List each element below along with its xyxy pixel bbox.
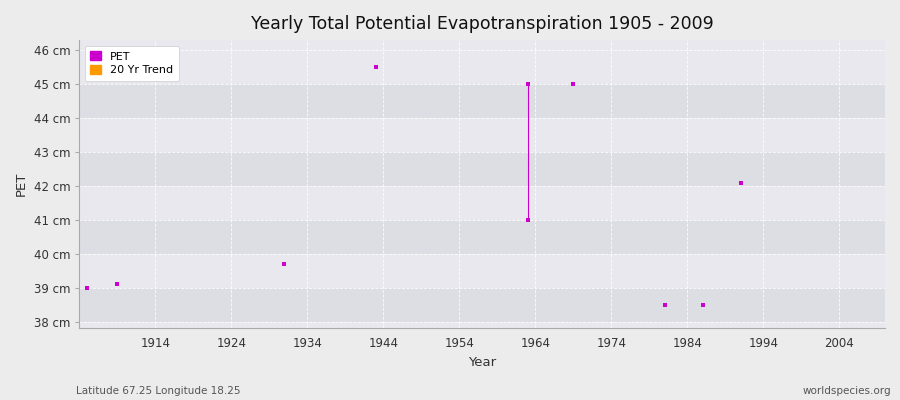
Point	[520, 217, 535, 223]
Text: Latitude 67.25 Longitude 18.25: Latitude 67.25 Longitude 18.25	[76, 386, 241, 396]
Title: Yearly Total Potential Evapotranspiration 1905 - 2009: Yearly Total Potential Evapotranspiratio…	[251, 15, 714, 33]
Bar	[79, 84, 885, 118]
Point	[520, 81, 535, 88]
Point	[657, 302, 671, 308]
Bar	[79, 152, 885, 186]
Point	[696, 302, 710, 308]
Bar	[79, 118, 885, 152]
Point	[566, 81, 580, 88]
Legend: PET, 20 Yr Trend: PET, 20 Yr Trend	[85, 46, 179, 81]
X-axis label: Year: Year	[468, 356, 496, 369]
Point	[110, 281, 124, 288]
Bar	[79, 220, 885, 254]
Text: worldspecies.org: worldspecies.org	[803, 386, 891, 396]
Bar	[79, 186, 885, 220]
Point	[79, 284, 94, 291]
Point	[368, 64, 382, 70]
Bar	[79, 50, 885, 84]
Point	[734, 179, 748, 186]
Bar	[79, 254, 885, 288]
Bar	[79, 288, 885, 322]
Y-axis label: PET: PET	[15, 172, 28, 196]
Point	[277, 261, 292, 267]
